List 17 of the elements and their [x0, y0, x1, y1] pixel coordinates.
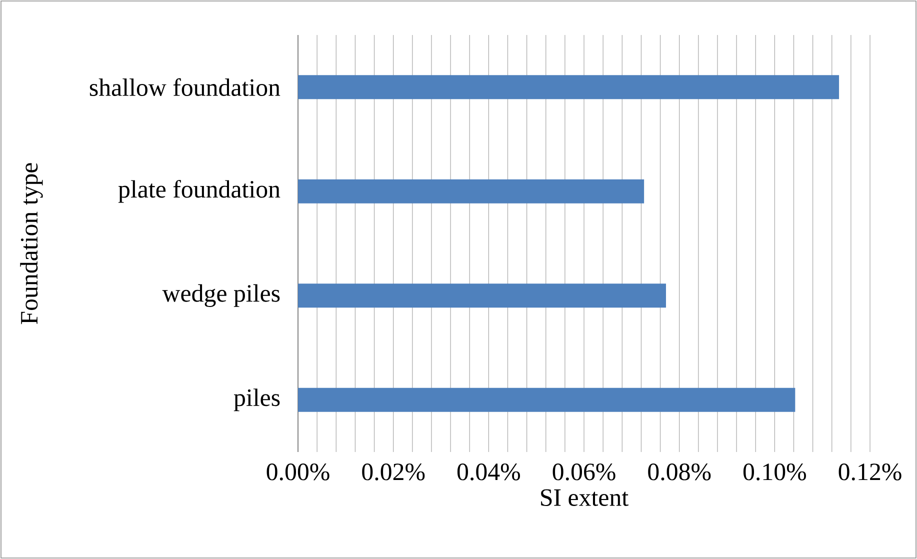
x-tick-label: 0.08% — [648, 463, 711, 480]
x-tick-label: 0.10% — [743, 463, 806, 480]
x-tick-label: 0.12% — [838, 463, 902, 480]
x-tick-label: 0.06% — [552, 463, 616, 480]
bar — [298, 284, 666, 308]
y-tick-label: wedge piles — [162, 284, 280, 307]
x-axis-title: SI extent — [541, 489, 628, 506]
bar — [298, 388, 796, 412]
y-axis-title: Foundation type — [20, 163, 43, 324]
y-tick-label: plate foundation — [118, 180, 280, 203]
x-tick-label: 0.00% — [266, 463, 330, 480]
x-tick-label: 0.02% — [362, 463, 425, 480]
y-tick-label: shallow foundation — [90, 78, 280, 96]
bar — [298, 179, 644, 204]
bar — [298, 75, 840, 100]
x-tick-label: 0.04% — [457, 463, 520, 480]
y-tick-label: piles — [234, 388, 280, 412]
